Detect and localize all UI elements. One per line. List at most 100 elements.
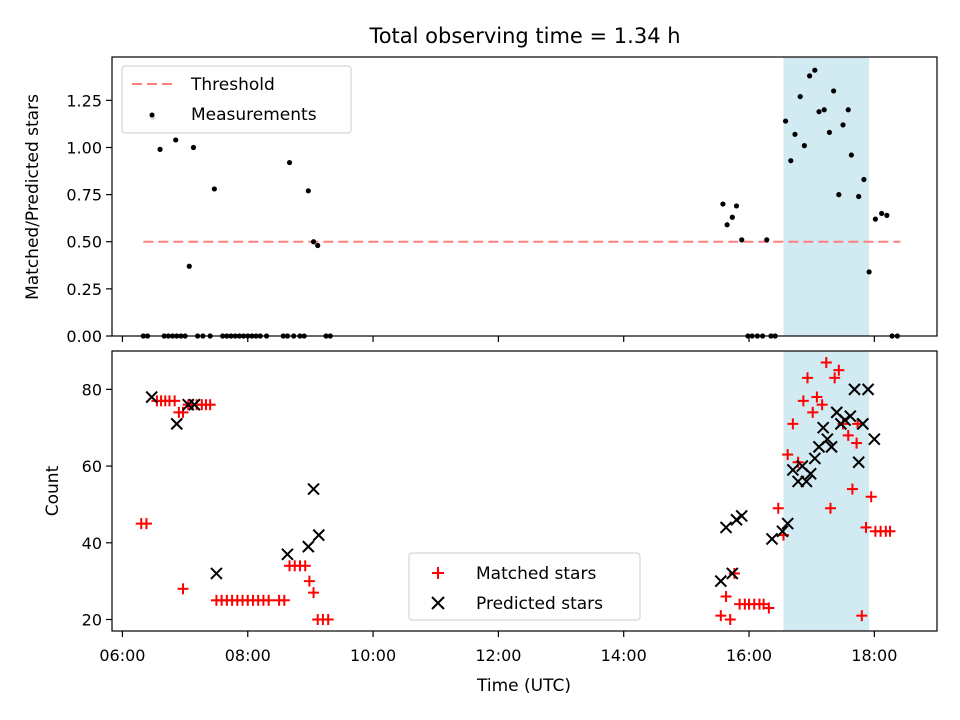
legend-measurements-swatch <box>149 112 155 118</box>
predicted-star-point <box>302 540 315 553</box>
predicted-star-stroke-b <box>825 440 838 454</box>
matched-star-point <box>169 395 181 407</box>
matched-star-point <box>802 372 814 384</box>
predicted-star-stroke-b <box>821 433 834 446</box>
bottom-xtick-label: 06:00 <box>99 646 145 665</box>
matched-star-point <box>787 418 799 430</box>
predicted-star-point <box>821 433 834 446</box>
bottom-xlabel: Time (UTC) <box>476 676 571 696</box>
measurement-point <box>826 129 833 136</box>
predicted-star-stroke-b <box>856 417 870 431</box>
predicted-star-point <box>800 475 813 488</box>
predicted-star-stroke-b <box>765 532 779 546</box>
predicted-star-stroke-b <box>210 567 223 580</box>
measurement-point <box>879 210 885 217</box>
measurement-point <box>782 118 789 124</box>
predicted-star-point <box>188 398 201 411</box>
matched-star-point <box>715 610 727 622</box>
measurement-point <box>173 137 179 143</box>
predicted-star-stroke-b <box>796 459 809 473</box>
predicted-star-stroke-b <box>844 409 857 423</box>
bottom-xtick-label: 16:00 <box>726 646 772 665</box>
matched-star-point <box>824 502 836 514</box>
measurement-point <box>836 192 842 198</box>
predicted-star-point <box>776 525 789 538</box>
predicted-star-point <box>170 417 183 431</box>
measurement-point <box>856 193 862 200</box>
predicted-star-stroke-b <box>816 421 830 434</box>
measurement-point <box>739 237 745 243</box>
matched-star-point <box>278 594 290 606</box>
predicted-star-stroke-b <box>830 406 843 419</box>
measurement-point <box>286 159 293 166</box>
predicted-star-stroke-b <box>302 540 315 553</box>
predicted-star-stroke-b <box>848 383 861 396</box>
predicted-star-point <box>312 528 325 542</box>
matched-star-point <box>303 575 315 587</box>
predicted-star-point <box>808 452 822 465</box>
predicted-star-point <box>781 517 794 530</box>
top-xticks <box>121 336 875 342</box>
legend-threshold-label: Threshold <box>190 75 275 95</box>
matched-star-point <box>204 399 216 411</box>
matched-star-point <box>728 567 740 579</box>
predicted-star-stroke-b <box>312 528 325 542</box>
measurement-point <box>840 122 846 128</box>
matched-star-point <box>816 399 828 411</box>
bottom-panel: 20 40 60 80 06:00 08:00 10:00 12:00 14:00 16:00 1… <box>43 350 938 696</box>
measurement-point <box>816 109 822 115</box>
measurement-point <box>845 107 851 113</box>
bottom-legend-box <box>408 552 641 621</box>
top-ytick-label: 0.00 <box>66 327 102 346</box>
predicted-star-point <box>852 456 865 469</box>
matched-star-point <box>865 491 877 503</box>
predicted-star-stroke-b <box>307 482 320 496</box>
predicted-star-point <box>765 532 779 546</box>
legend-predicted-swatch <box>431 596 445 610</box>
measurement-point <box>190 144 197 151</box>
matched-star-point <box>177 583 189 595</box>
measurement-point <box>806 73 813 79</box>
predicted-star-point <box>786 463 800 477</box>
predicted-star-point <box>856 417 870 431</box>
predicted-star-stroke-b <box>808 452 822 465</box>
measurement-point <box>884 212 890 218</box>
measurement-point <box>764 237 770 243</box>
measurement-point <box>310 239 317 245</box>
measurement-point <box>733 203 740 209</box>
predicted-star-stroke-b <box>188 398 201 411</box>
matched-star-point <box>842 429 854 441</box>
predicted-star-stroke-b <box>170 417 183 431</box>
measurement-point <box>729 214 735 220</box>
top-ytick-label: 0.50 <box>66 233 102 252</box>
measurement-point <box>788 158 794 164</box>
matched-star-point <box>720 590 732 602</box>
predicted-star-point <box>735 509 748 523</box>
top-plot-frame <box>111 56 938 337</box>
predicted-star-stroke-b <box>861 383 875 396</box>
legend-predicted-label: Predicted stars <box>476 594 603 614</box>
measurement-point <box>801 143 807 149</box>
predicted-star-stroke-b <box>786 463 800 477</box>
bottom-ylabel: Count <box>43 465 63 516</box>
measurement-point <box>315 242 321 249</box>
top-legend: Threshold Measurements <box>121 65 352 134</box>
matched-star-point <box>322 613 334 625</box>
predicted-star-point <box>844 409 857 423</box>
bottom-legend: Matched stars Predicted stars <box>408 552 641 621</box>
matched-star-point <box>263 594 275 606</box>
top-yticks: 0.00 0.25 0.50 0.75 1.00 1.25 <box>66 91 112 346</box>
predicted-star-stroke-b <box>735 509 748 523</box>
top-legend-box <box>121 65 352 134</box>
predicted-star-point <box>804 467 817 480</box>
predicted-star-point <box>848 383 861 396</box>
predicted-star-point <box>719 521 733 534</box>
top-shaded-span <box>783 57 870 336</box>
matched-star-point <box>860 521 872 533</box>
measurement-point <box>866 269 872 275</box>
bottom-xtick-label: 12:00 <box>475 646 521 665</box>
predicted-star-point <box>145 390 158 404</box>
top-panel: 0.00 0.25 0.50 0.75 1.00 1.25 Matched/Predict… <box>23 56 938 346</box>
bottom-yticks: 20 40 60 80 <box>82 380 112 629</box>
